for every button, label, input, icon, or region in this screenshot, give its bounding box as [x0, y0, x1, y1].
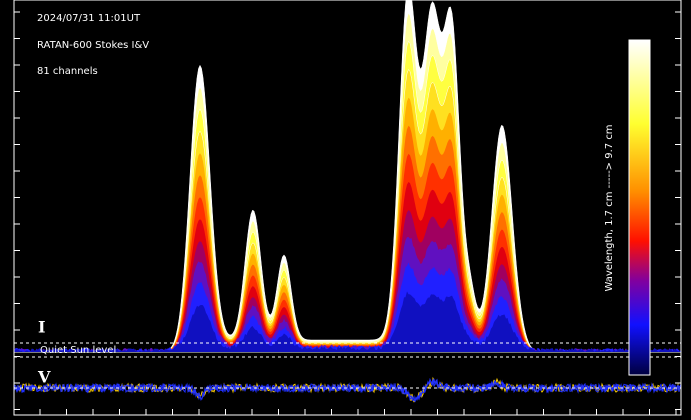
- quiet-sun-label: Quiet Sun level: [40, 345, 116, 356]
- header-line: 2024/07/31 11:01UT: [37, 13, 141, 24]
- colorbar: [629, 40, 650, 375]
- stokes-v-label: V: [37, 368, 51, 387]
- header-line: 81 channels: [37, 66, 98, 77]
- stokes-i-label: I: [38, 318, 45, 337]
- colorbar-label: Wavelength, 1.7 cm -----> 9.7 cm: [604, 124, 615, 291]
- header-line: RATAN-600 Stokes I&V: [37, 40, 149, 51]
